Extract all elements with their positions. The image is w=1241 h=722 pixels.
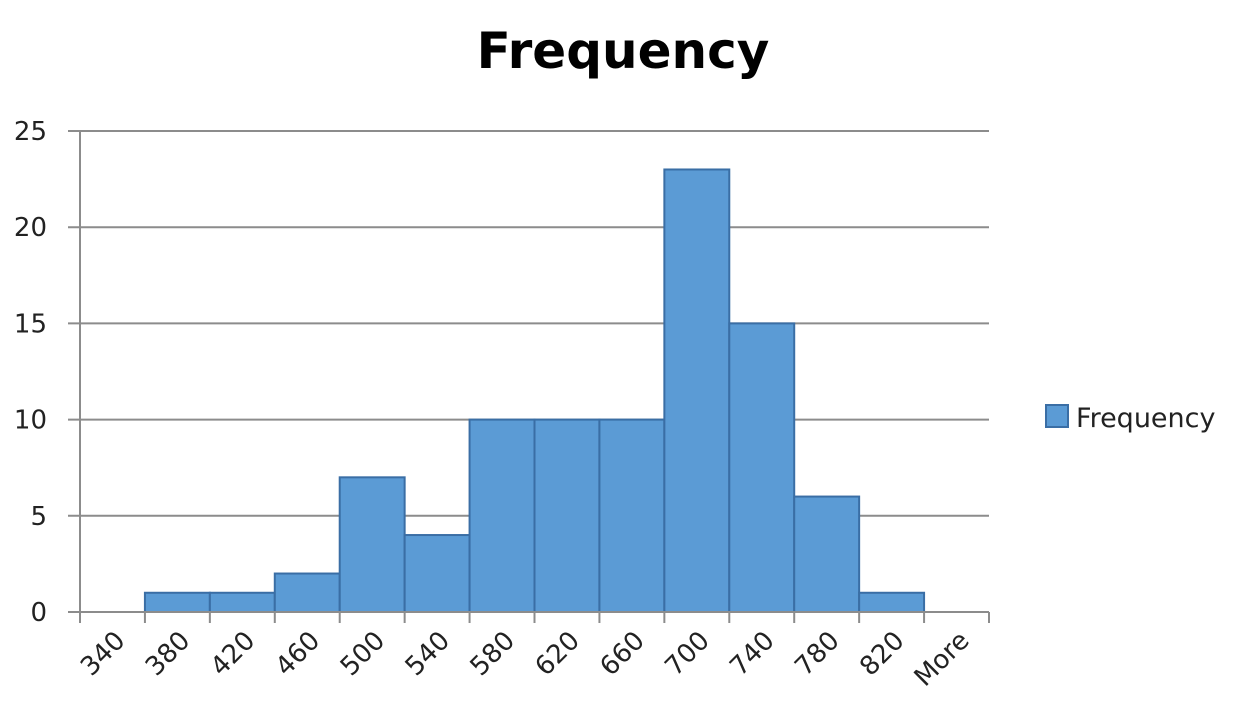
x-tick-label: 500 (335, 626, 391, 682)
histogram-bar (403, 534, 471, 613)
histogram-bar (858, 591, 926, 614)
x-tick-label: 580 (465, 626, 521, 682)
x-tick-label: 780 (789, 626, 845, 682)
x-tick-label: 700 (659, 626, 715, 682)
y-tick-label: 15 (14, 309, 47, 339)
x-tick-label: 340 (75, 626, 131, 682)
y-tick-label: 0 (30, 598, 47, 628)
histogram-bar (663, 168, 731, 613)
x-tick-label: 540 (400, 626, 456, 682)
y-tick-label: 25 (14, 117, 47, 147)
y-tick-label: 20 (14, 213, 47, 243)
x-tick-labels: 340 380 420 460 500 540 580 620 660 700 740 780 820M… (75, 626, 975, 693)
histogram-bar (728, 322, 796, 613)
legend-label: Frequency (1076, 403, 1216, 434)
histogram-bar (793, 495, 861, 613)
y-tick-labels: 0 5 10 15 20 25 (14, 117, 47, 628)
x-tick-label: 740 (724, 626, 780, 682)
x-tick-label: More (909, 626, 976, 693)
legend-swatch (1045, 404, 1069, 428)
histogram-bar (598, 418, 666, 613)
x-tick-label: 620 (530, 626, 586, 682)
x-tick-label: 380 (140, 626, 196, 682)
y-tick-label: 5 (30, 502, 47, 532)
x-tick-label: 820 (854, 626, 910, 682)
histogram-bar (143, 591, 211, 614)
histogram-bar (533, 418, 601, 613)
y-tick-label: 10 (14, 406, 47, 436)
histogram-bar (208, 591, 276, 614)
chart-title: Frequency (477, 22, 770, 80)
legend: Frequency (1045, 403, 1216, 434)
histogram-bar (338, 476, 406, 613)
x-tick-label: 660 (595, 626, 651, 682)
bars (143, 168, 926, 614)
histogram-bar (273, 572, 341, 614)
x-tick-label: 460 (270, 626, 326, 682)
histogram-bar (468, 418, 536, 613)
axes (68, 131, 990, 623)
x-tick-label: 420 (205, 626, 261, 682)
